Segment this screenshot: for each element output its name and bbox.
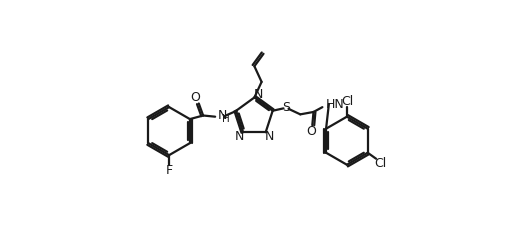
Text: Cl: Cl bbox=[374, 157, 386, 170]
Text: N: N bbox=[254, 88, 263, 101]
Text: Cl: Cl bbox=[341, 95, 353, 108]
Text: N: N bbox=[218, 109, 228, 122]
Text: N: N bbox=[265, 130, 274, 143]
Text: O: O bbox=[306, 125, 316, 139]
Text: F: F bbox=[166, 164, 173, 177]
Text: O: O bbox=[190, 91, 200, 104]
Text: H: H bbox=[222, 114, 230, 124]
Text: S: S bbox=[282, 101, 290, 114]
Text: N: N bbox=[234, 130, 244, 143]
Text: HN: HN bbox=[326, 98, 344, 111]
